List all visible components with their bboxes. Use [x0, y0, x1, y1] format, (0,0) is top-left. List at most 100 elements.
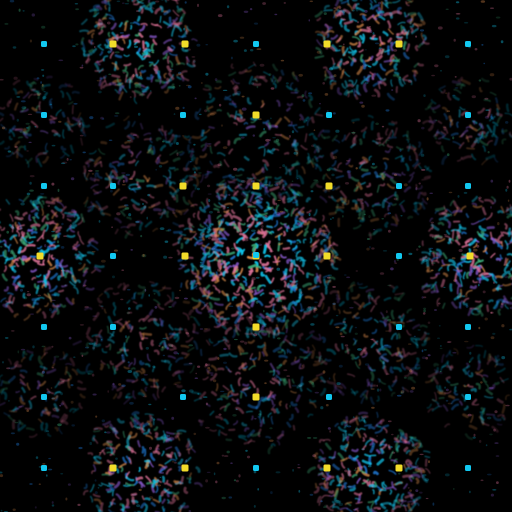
speckle: [95, 170, 99, 172]
speckle: [197, 366, 200, 368]
speckle: [174, 22, 179, 24]
speckle: [40, 81, 42, 84]
speckle: [440, 219, 447, 220]
speckle: [186, 281, 187, 288]
speckle: [119, 206, 126, 207]
speckle: [376, 173, 377, 177]
speckle: [48, 205, 51, 207]
speckle: [77, 504, 80, 506]
speckle: [320, 406, 323, 409]
speckle: [333, 112, 336, 114]
bright-dot: [465, 183, 471, 189]
speckle: [366, 248, 369, 251]
speckle: [384, 158, 389, 159]
speckle: [493, 135, 496, 136]
speckle: [349, 85, 353, 86]
speckle: [106, 431, 110, 433]
speckle: [85, 170, 86, 176]
speckle: [436, 208, 444, 209]
speckle: [172, 461, 175, 463]
speckle: [415, 489, 418, 492]
speckle: [416, 248, 418, 250]
speckle: [289, 405, 291, 408]
speckle: [92, 173, 94, 174]
speckle: [220, 238, 226, 239]
speckle: [487, 474, 492, 476]
speckle: [121, 227, 127, 228]
speckle: [14, 77, 18, 80]
speckle: [498, 364, 503, 365]
speckle: [370, 485, 374, 486]
speckle: [57, 308, 59, 313]
speckle: [475, 141, 478, 142]
speckle: [324, 190, 329, 191]
speckle: [158, 484, 162, 486]
speckle: [391, 43, 392, 50]
speckle: [73, 103, 77, 105]
speckle: [330, 492, 333, 493]
speckle: [364, 350, 366, 353]
speckle: [80, 30, 88, 31]
speckle: [310, 0, 313, 2]
speckle: [501, 40, 504, 43]
speckle: [481, 0, 485, 3]
speckle: [507, 105, 508, 111]
speckle: [260, 411, 261, 417]
speckle: [390, 324, 391, 330]
speckle: [385, 61, 391, 62]
speckle: [27, 291, 29, 292]
speckle: [109, 140, 113, 141]
speckle: [39, 484, 41, 485]
speckle: [501, 356, 505, 359]
speckle: [332, 154, 334, 158]
speckle: [265, 139, 270, 142]
speckle: [51, 102, 52, 108]
speckle: [152, 284, 156, 285]
speckle: [486, 444, 488, 446]
speckle: [315, 392, 319, 394]
speckle: [386, 310, 388, 313]
speckle: [310, 494, 314, 496]
speckle: [480, 278, 481, 282]
speckle: [128, 361, 130, 363]
speckle: [29, 190, 34, 192]
speckle: [247, 456, 250, 459]
speckle: [66, 84, 70, 85]
speckle: [73, 356, 75, 358]
speckle: [453, 488, 455, 489]
speckle: [331, 81, 336, 82]
speckle: [39, 153, 46, 154]
speckle: [501, 324, 504, 327]
speckle: [58, 121, 61, 123]
speckle: [225, 204, 232, 205]
speckle: [26, 150, 29, 151]
speckle: [217, 462, 220, 465]
speckle: [205, 427, 210, 429]
speckle: [185, 364, 192, 365]
speckle: [397, 37, 402, 38]
speckle: [263, 310, 265, 313]
speckle: [63, 214, 64, 218]
speckle: [42, 75, 44, 77]
speckle: [497, 105, 499, 109]
speckle: [61, 223, 63, 226]
speckle: [301, 386, 302, 391]
speckle: [274, 14, 277, 15]
speckle: [455, 87, 459, 89]
speckle: [220, 391, 224, 392]
speckle: [162, 338, 166, 339]
speckle: [464, 415, 468, 417]
speckle: [405, 448, 407, 451]
speckle: [136, 504, 140, 507]
speckle: [353, 0, 357, 1]
speckle: [310, 134, 313, 135]
speckle: [285, 282, 286, 287]
speckle: [394, 260, 396, 263]
speckle: [438, 303, 441, 305]
speckle: [84, 54, 91, 56]
speckle: [69, 337, 72, 340]
speckle: [443, 287, 445, 288]
speckle: [263, 128, 265, 131]
speckle: [52, 501, 54, 504]
speckle: [145, 56, 150, 57]
